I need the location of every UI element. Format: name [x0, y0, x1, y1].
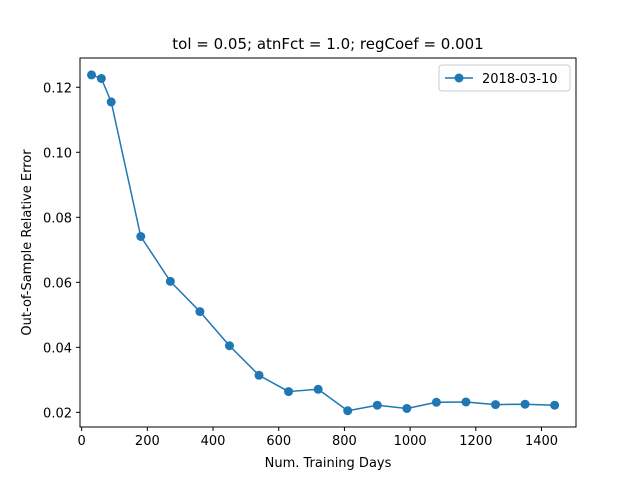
data-point	[343, 406, 353, 416]
data-point	[520, 399, 530, 409]
y-tick-label: 0.02	[43, 406, 72, 421]
x-tick-label: 0	[78, 434, 86, 449]
x-tick-label: 400	[201, 434, 226, 449]
data-point	[165, 276, 175, 286]
data-point	[461, 397, 471, 407]
data-point	[195, 307, 205, 317]
y-tick-label: 0.08	[43, 211, 72, 226]
data-point	[96, 73, 106, 83]
data-point	[86, 70, 96, 80]
y-tick-label: 0.04	[43, 341, 72, 356]
x-tick-label: 1000	[394, 434, 427, 449]
data-point	[313, 384, 323, 394]
plot-frame	[79, 57, 577, 428]
y-tick-label: 0.12	[43, 81, 72, 96]
data-point	[402, 403, 412, 413]
legend: 2018-03-10	[438, 64, 571, 92]
data-point	[491, 400, 501, 410]
x-axis-title: Num. Training Days	[265, 456, 392, 471]
data-point	[106, 97, 116, 107]
data-point	[284, 387, 294, 397]
x-tick-label: 600	[266, 434, 291, 449]
data-point	[254, 370, 264, 380]
y-tick-label: 0.10	[43, 146, 72, 161]
series-line	[91, 74, 555, 412]
legend-label: 2018-03-10	[482, 72, 558, 87]
legend-marker-swatch	[454, 73, 464, 83]
x-tick-label: 1400	[525, 434, 558, 449]
data-point	[431, 397, 441, 407]
chart-title: tol = 0.05; atnFct = 1.0; regCoef = 0.00…	[172, 35, 483, 53]
y-axis-title: Out-of-Sample Relative Error	[20, 149, 35, 336]
y-tick-label: 0.06	[43, 276, 72, 291]
data-point	[550, 400, 560, 410]
legend-box	[438, 64, 571, 92]
x-tick-label: 1200	[459, 434, 492, 449]
x-tick-label: 200	[135, 434, 160, 449]
data-point	[224, 341, 234, 351]
data-point	[372, 400, 382, 410]
plot-area: 0 200 400 600 800 1000 1200 1400 0.02 0.04 0.06 0.0…	[43, 70, 560, 449]
x-tick-label: 800	[332, 434, 357, 449]
data-point	[136, 231, 146, 241]
